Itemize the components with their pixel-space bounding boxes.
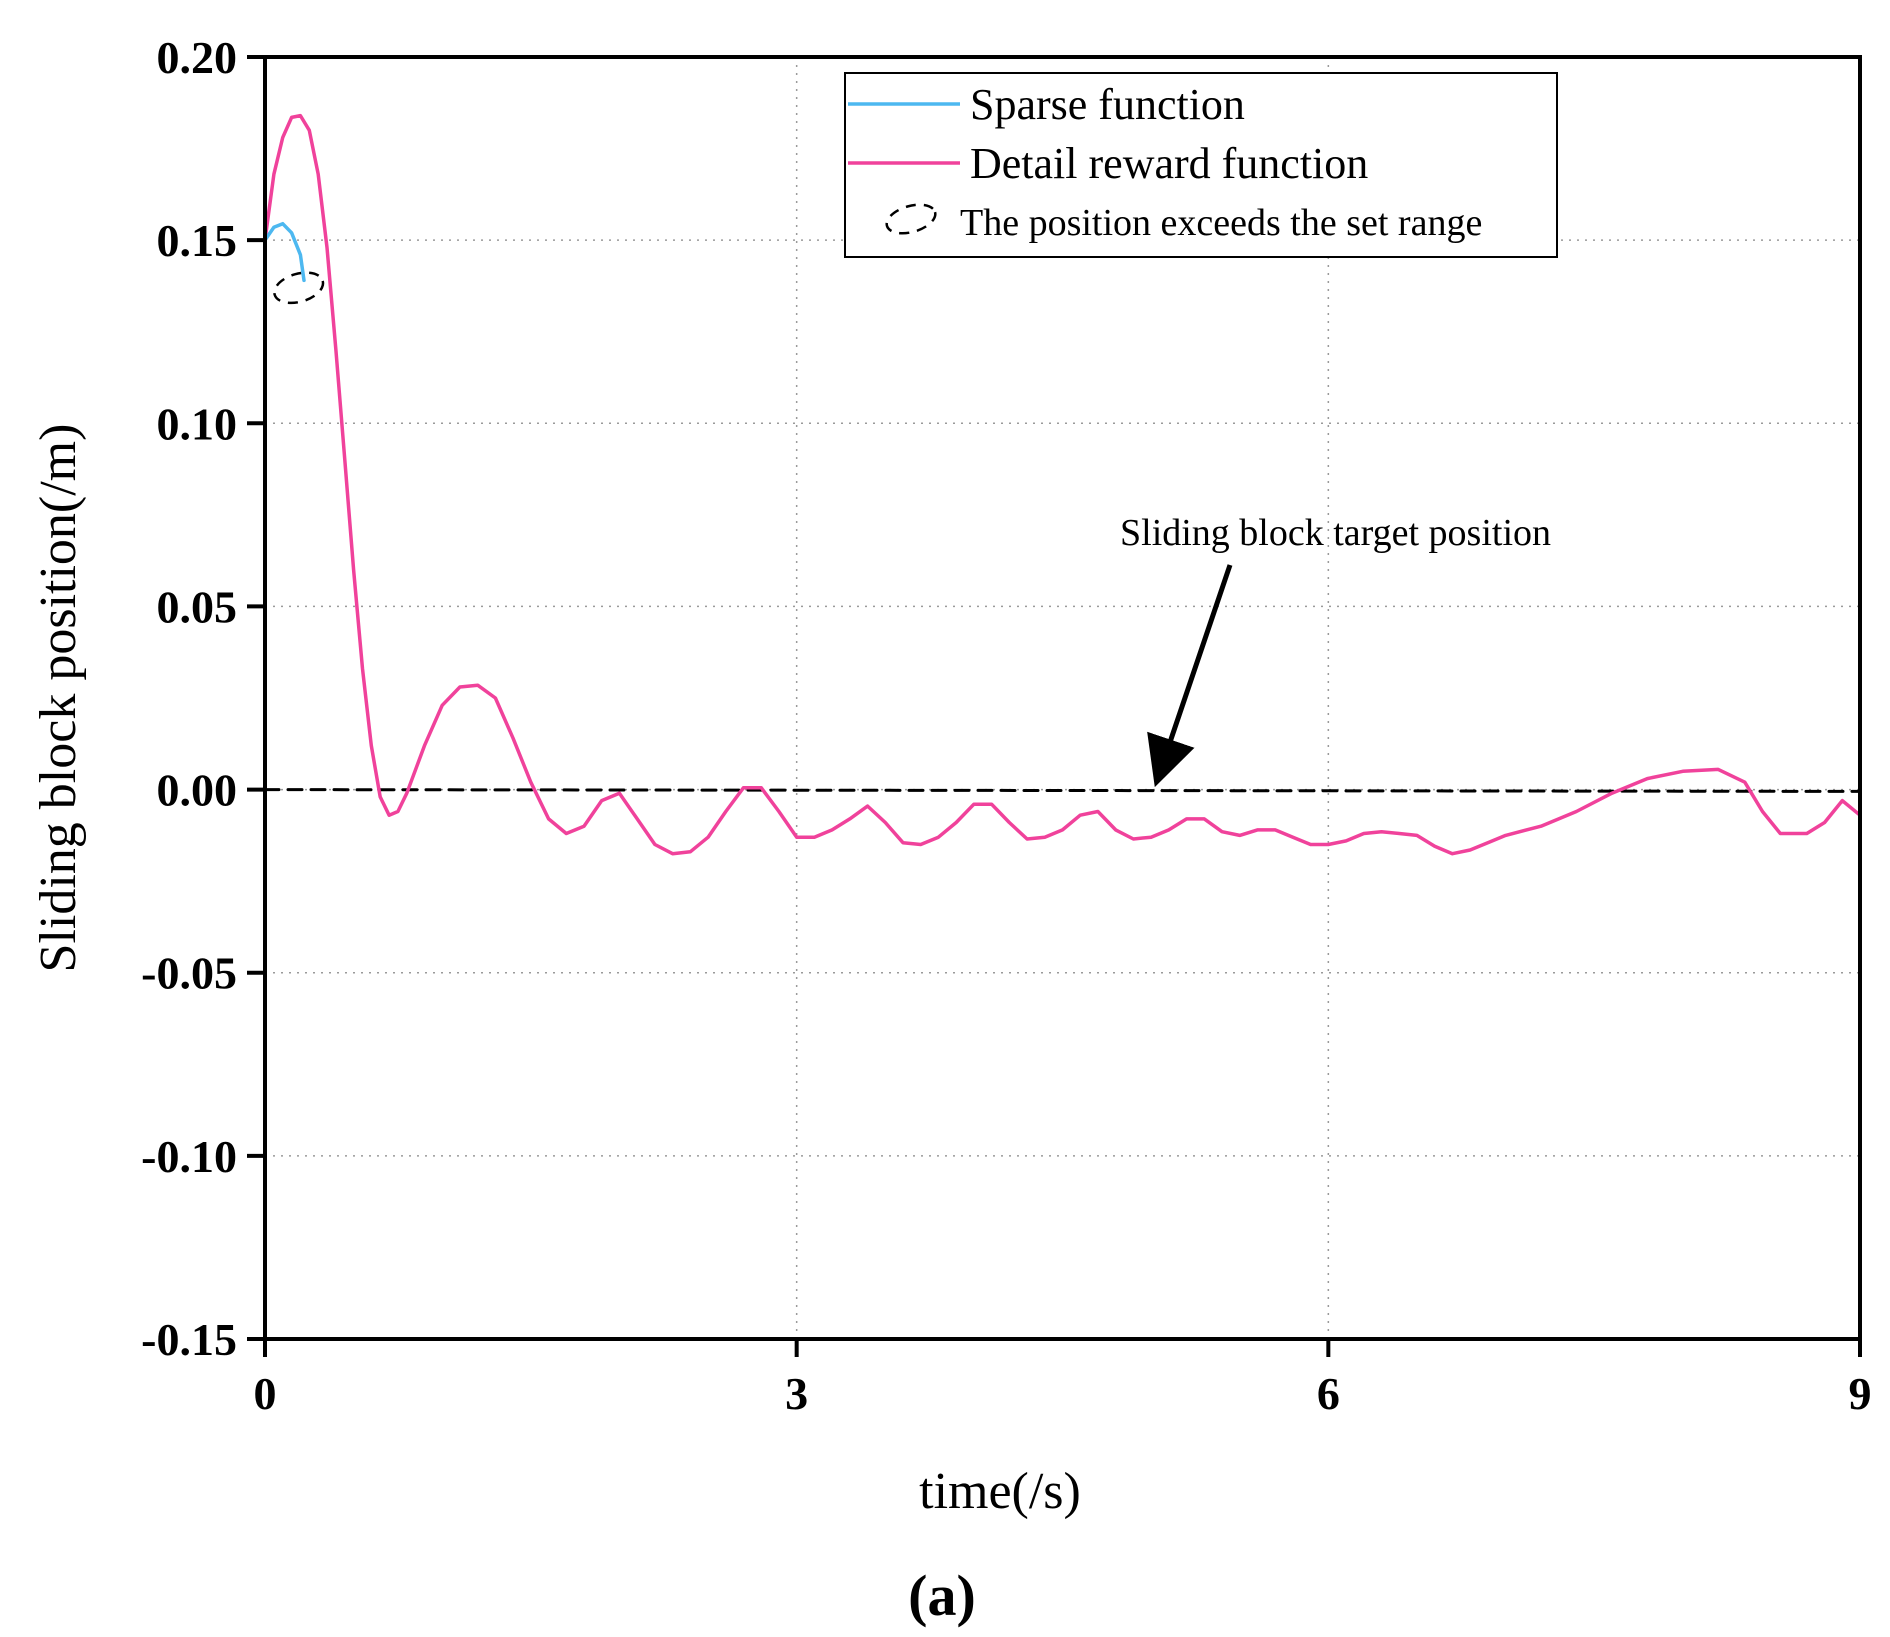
x-tick-label-3: 9 xyxy=(1849,1368,1872,1419)
legend: Sparse function Detail reward function T… xyxy=(844,72,1558,258)
y-axis-title: Sliding block position(/m) xyxy=(30,424,87,973)
x-axis-ticks: 0 3 6 9 xyxy=(254,1339,1872,1419)
y-tick-label-1: 0.15 xyxy=(157,215,238,266)
series-layer xyxy=(263,113,1862,856)
panel-label: (a) xyxy=(908,1563,976,1628)
series-line-sparse-function xyxy=(263,221,306,283)
y-tick-label-0: 0.20 xyxy=(157,32,238,83)
legend-label-detail: Detail reward function xyxy=(970,139,1368,188)
legend-label-sparse: Sparse function xyxy=(970,80,1245,129)
target-position-arrow xyxy=(1147,564,1233,788)
y-tick-label-7: -0.15 xyxy=(141,1314,237,1365)
x-tick-label-1: 3 xyxy=(785,1368,808,1419)
legend-label-range: The position exceeds the set range xyxy=(960,202,1482,244)
y-tick-label-6: -0.10 xyxy=(141,1131,237,1182)
x-tick-label-0: 0 xyxy=(254,1368,277,1419)
x-axis-title: time(/s) xyxy=(919,1463,1081,1520)
series-line-detail-reward-function xyxy=(263,113,1862,856)
series-line-sliding-block-target-position xyxy=(263,788,1862,793)
range-exceeded-marker xyxy=(273,271,325,305)
legend-swatch-range-marker xyxy=(885,203,937,235)
range-exceeded-ellipse-shape xyxy=(273,271,325,305)
target-position-annotation: Sliding block target position xyxy=(1120,512,1551,554)
legend-box xyxy=(844,72,1558,258)
y-tick-label-4: 0.00 xyxy=(157,765,238,816)
plot-frame xyxy=(263,55,1862,1341)
x-tick-label-2: 6 xyxy=(1317,1368,1340,1419)
range-exceeded-ellipse xyxy=(273,271,325,305)
y-axis-ticks: 0.20 0.15 0.10 0.05 0.00 -0.05 -0.10 -0.15 xyxy=(141,32,265,1365)
y-tick-label-3: 0.05 xyxy=(157,581,238,632)
y-tick-label-2: 0.10 xyxy=(157,398,238,449)
y-tick-label-5: -0.05 xyxy=(141,948,237,999)
